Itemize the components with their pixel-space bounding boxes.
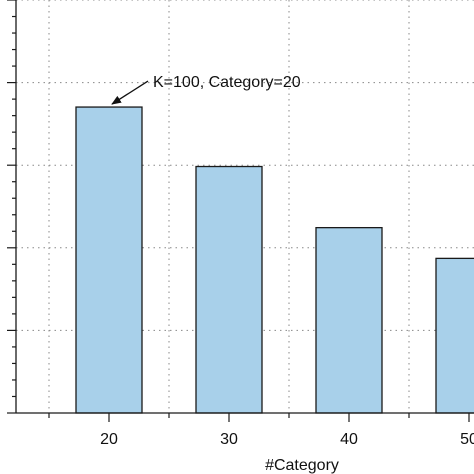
x-tick-label-20: 20 bbox=[100, 431, 118, 448]
bar-30 bbox=[195, 165, 263, 414]
annotation-arrow bbox=[111, 80, 149, 105]
bar-40 bbox=[315, 226, 383, 414]
bar-50 bbox=[435, 257, 474, 414]
x-tick-label-30: 30 bbox=[220, 431, 238, 448]
bar-20 bbox=[75, 106, 143, 414]
x-tick-label-50: 50 bbox=[460, 431, 474, 448]
x-axis-label: #Category bbox=[265, 457, 339, 474]
annotation: K=100, Category=20 bbox=[111, 74, 301, 105]
bars bbox=[75, 106, 474, 414]
x-tick-label-40: 40 bbox=[340, 431, 358, 448]
tick-marks bbox=[7, 0, 470, 422]
tick-labels: 20 30 40 50 bbox=[100, 431, 474, 448]
axes bbox=[15, 0, 474, 414]
annotation-text: K=100, Category=20 bbox=[153, 74, 301, 91]
